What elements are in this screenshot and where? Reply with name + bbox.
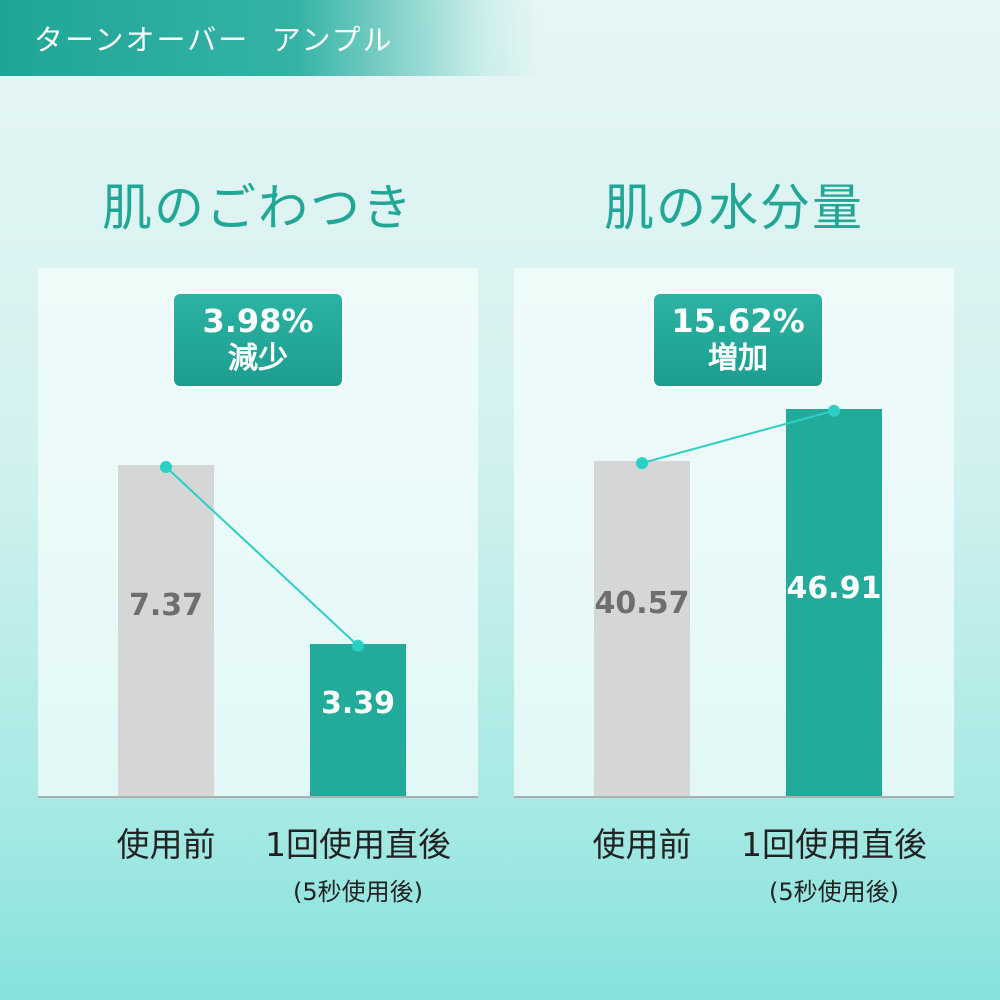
- badge-label: 減少: [228, 341, 288, 376]
- trend-line: [165, 466, 359, 647]
- change-badge: 3.98% 減少: [174, 294, 342, 386]
- category-label-before: 使用前: [592, 825, 692, 864]
- change-badge: 15.62% 増加: [654, 294, 822, 386]
- badge-percent: 3.98%: [202, 302, 314, 340]
- bar-value-after: 46.91: [786, 570, 882, 606]
- chart-panel-roughness: 3.98% 減少 7.37 3.39: [38, 268, 478, 798]
- trend-point-after: [828, 404, 840, 417]
- trend-point-after: [352, 639, 364, 652]
- chart-title-roughness: 肌のごわつき: [102, 179, 414, 237]
- trend-point-before: [160, 460, 172, 473]
- bar-value-before: 7.37: [128, 588, 204, 623]
- chart-panel-moisture: 15.62% 増加 40.57 46.91: [514, 268, 954, 798]
- bar-value-after: 3.39: [320, 685, 396, 721]
- bar-before: [594, 461, 690, 796]
- trend-line: [641, 409, 835, 465]
- header-banner: ターンオーバー アンプル: [0, 0, 540, 76]
- trend-point-before: [636, 457, 648, 470]
- category-label-after: 1回使用直後: [741, 825, 927, 864]
- banner-title: ターンオーバー アンプル: [34, 23, 394, 57]
- badge-label: 増加: [708, 341, 768, 376]
- bar-value-before: 40.57: [594, 585, 690, 621]
- bar-after: [310, 643, 406, 796]
- badge-percent: 15.62%: [671, 302, 805, 340]
- category-label-after: 1回使用直後: [265, 825, 451, 864]
- category-label-before: 使用前: [116, 825, 216, 864]
- bar-after: [786, 408, 882, 796]
- bar-before: [118, 464, 214, 796]
- chart-title-moisture: 肌の水分量: [604, 179, 864, 237]
- category-note: (5秒使用後): [769, 878, 899, 906]
- category-note: (5秒使用後): [293, 878, 423, 906]
